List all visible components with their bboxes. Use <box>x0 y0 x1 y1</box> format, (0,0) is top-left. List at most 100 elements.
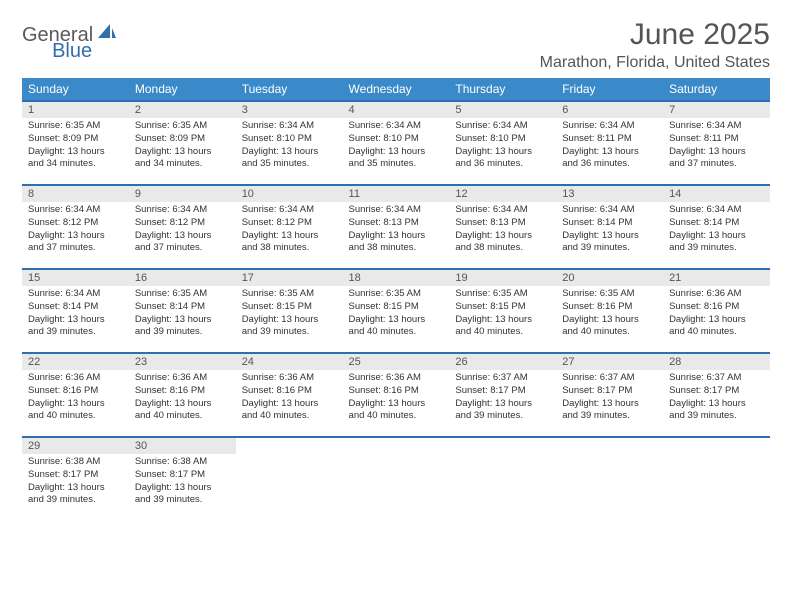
sunset-line: Sunset: 8:17 PM <box>669 385 764 398</box>
day-number: 3 <box>236 102 343 118</box>
calendar-cell: 15Sunrise: 6:34 AMSunset: 8:14 PMDayligh… <box>22 269 129 353</box>
daylight-line: Daylight: 13 hours and 34 minutes. <box>135 146 230 172</box>
day-details: Sunrise: 6:38 AMSunset: 8:17 PMDaylight:… <box>22 454 129 511</box>
day-number: 20 <box>556 270 663 286</box>
sunrise-line: Sunrise: 6:34 AM <box>28 204 123 217</box>
day-details: Sunrise: 6:35 AMSunset: 8:16 PMDaylight:… <box>556 286 663 343</box>
day-number: 16 <box>129 270 236 286</box>
day-details: Sunrise: 6:37 AMSunset: 8:17 PMDaylight:… <box>556 370 663 427</box>
weekday-header: Sunday <box>22 78 129 101</box>
sunset-line: Sunset: 8:14 PM <box>28 301 123 314</box>
day-number: 4 <box>343 102 450 118</box>
day-details: Sunrise: 6:36 AMSunset: 8:16 PMDaylight:… <box>343 370 450 427</box>
calendar-cell: 4Sunrise: 6:34 AMSunset: 8:10 PMDaylight… <box>343 101 450 185</box>
sunset-line: Sunset: 8:09 PM <box>28 133 123 146</box>
calendar-cell <box>663 437 770 521</box>
daylight-line: Daylight: 13 hours and 40 minutes. <box>455 314 550 340</box>
day-details: Sunrise: 6:34 AMSunset: 8:12 PMDaylight:… <box>236 202 343 259</box>
day-number: 21 <box>663 270 770 286</box>
sunrise-line: Sunrise: 6:35 AM <box>135 288 230 301</box>
calendar-cell: 6Sunrise: 6:34 AMSunset: 8:11 PMDaylight… <box>556 101 663 185</box>
daylight-line: Daylight: 13 hours and 40 minutes. <box>562 314 657 340</box>
daylight-line: Daylight: 13 hours and 37 minutes. <box>135 230 230 256</box>
day-details: Sunrise: 6:36 AMSunset: 8:16 PMDaylight:… <box>22 370 129 427</box>
sunset-line: Sunset: 8:12 PM <box>242 217 337 230</box>
sunset-line: Sunset: 8:16 PM <box>669 301 764 314</box>
day-number: 23 <box>129 354 236 370</box>
calendar-cell: 13Sunrise: 6:34 AMSunset: 8:14 PMDayligh… <box>556 185 663 269</box>
sunset-line: Sunset: 8:13 PM <box>455 217 550 230</box>
sunset-line: Sunset: 8:10 PM <box>349 133 444 146</box>
calendar-cell: 1Sunrise: 6:35 AMSunset: 8:09 PMDaylight… <box>22 101 129 185</box>
daylight-line: Daylight: 13 hours and 35 minutes. <box>242 146 337 172</box>
sunset-line: Sunset: 8:14 PM <box>135 301 230 314</box>
day-number: 9 <box>129 186 236 202</box>
day-number: 18 <box>343 270 450 286</box>
day-details: Sunrise: 6:34 AMSunset: 8:10 PMDaylight:… <box>449 118 556 175</box>
weekday-header-row: SundayMondayTuesdayWednesdayThursdayFrid… <box>22 78 770 101</box>
day-details: Sunrise: 6:35 AMSunset: 8:09 PMDaylight:… <box>22 118 129 175</box>
calendar-cell: 12Sunrise: 6:34 AMSunset: 8:13 PMDayligh… <box>449 185 556 269</box>
sunrise-line: Sunrise: 6:34 AM <box>349 204 444 217</box>
sunrise-line: Sunrise: 6:34 AM <box>242 204 337 217</box>
page-title: June 2025 <box>540 18 770 52</box>
day-details: Sunrise: 6:34 AMSunset: 8:12 PMDaylight:… <box>129 202 236 259</box>
day-details: Sunrise: 6:35 AMSunset: 8:15 PMDaylight:… <box>343 286 450 343</box>
calendar-cell: 20Sunrise: 6:35 AMSunset: 8:16 PMDayligh… <box>556 269 663 353</box>
day-details: Sunrise: 6:34 AMSunset: 8:10 PMDaylight:… <box>236 118 343 175</box>
day-number: 27 <box>556 354 663 370</box>
sunset-line: Sunset: 8:17 PM <box>135 469 230 482</box>
location-text: Marathon, Florida, United States <box>540 54 770 72</box>
header: General Blue June 2025 Marathon, Florida… <box>22 18 770 72</box>
sunset-line: Sunset: 8:15 PM <box>242 301 337 314</box>
daylight-line: Daylight: 13 hours and 40 minutes. <box>669 314 764 340</box>
sunrise-line: Sunrise: 6:34 AM <box>669 120 764 133</box>
calendar-cell: 5Sunrise: 6:34 AMSunset: 8:10 PMDaylight… <box>449 101 556 185</box>
day-details: Sunrise: 6:34 AMSunset: 8:14 PMDaylight:… <box>22 286 129 343</box>
daylight-line: Daylight: 13 hours and 39 minutes. <box>28 482 123 508</box>
sunrise-line: Sunrise: 6:34 AM <box>28 288 123 301</box>
sunrise-line: Sunrise: 6:36 AM <box>242 372 337 385</box>
calendar-body: 1Sunrise: 6:35 AMSunset: 8:09 PMDaylight… <box>22 101 770 521</box>
day-details: Sunrise: 6:34 AMSunset: 8:12 PMDaylight:… <box>22 202 129 259</box>
sunrise-line: Sunrise: 6:38 AM <box>28 456 123 469</box>
daylight-line: Daylight: 13 hours and 39 minutes. <box>242 314 337 340</box>
calendar-cell: 26Sunrise: 6:37 AMSunset: 8:17 PMDayligh… <box>449 353 556 437</box>
sunrise-line: Sunrise: 6:34 AM <box>562 204 657 217</box>
calendar-row: 1Sunrise: 6:35 AMSunset: 8:09 PMDaylight… <box>22 101 770 185</box>
logo: General Blue <box>22 18 160 47</box>
sunrise-line: Sunrise: 6:34 AM <box>562 120 657 133</box>
calendar-row: 8Sunrise: 6:34 AMSunset: 8:12 PMDaylight… <box>22 185 770 269</box>
day-number: 30 <box>129 438 236 454</box>
calendar-cell <box>556 437 663 521</box>
sunset-line: Sunset: 8:15 PM <box>455 301 550 314</box>
day-number: 28 <box>663 354 770 370</box>
sunrise-line: Sunrise: 6:34 AM <box>135 204 230 217</box>
day-number: 17 <box>236 270 343 286</box>
sunset-line: Sunset: 8:12 PM <box>135 217 230 230</box>
sunset-line: Sunset: 8:17 PM <box>455 385 550 398</box>
sunrise-line: Sunrise: 6:34 AM <box>455 120 550 133</box>
daylight-line: Daylight: 13 hours and 37 minutes. <box>669 146 764 172</box>
logo-word-2: Blue <box>52 40 92 62</box>
sunset-line: Sunset: 8:10 PM <box>455 133 550 146</box>
calendar-cell: 28Sunrise: 6:37 AMSunset: 8:17 PMDayligh… <box>663 353 770 437</box>
sunset-line: Sunset: 8:10 PM <box>242 133 337 146</box>
day-number: 1 <box>22 102 129 118</box>
calendar-cell: 19Sunrise: 6:35 AMSunset: 8:15 PMDayligh… <box>449 269 556 353</box>
day-number: 29 <box>22 438 129 454</box>
calendar-cell <box>449 437 556 521</box>
day-details: Sunrise: 6:37 AMSunset: 8:17 PMDaylight:… <box>449 370 556 427</box>
daylight-line: Daylight: 13 hours and 34 minutes. <box>28 146 123 172</box>
calendar-row: 29Sunrise: 6:38 AMSunset: 8:17 PMDayligh… <box>22 437 770 521</box>
weekday-header: Wednesday <box>343 78 450 101</box>
calendar-cell: 14Sunrise: 6:34 AMSunset: 8:14 PMDayligh… <box>663 185 770 269</box>
calendar-table: SundayMondayTuesdayWednesdayThursdayFrid… <box>22 78 770 521</box>
calendar-cell: 10Sunrise: 6:34 AMSunset: 8:12 PMDayligh… <box>236 185 343 269</box>
daylight-line: Daylight: 13 hours and 40 minutes. <box>349 314 444 340</box>
sunrise-line: Sunrise: 6:36 AM <box>349 372 444 385</box>
sunrise-line: Sunrise: 6:37 AM <box>669 372 764 385</box>
sunrise-line: Sunrise: 6:37 AM <box>455 372 550 385</box>
sunset-line: Sunset: 8:16 PM <box>562 301 657 314</box>
day-number: 15 <box>22 270 129 286</box>
